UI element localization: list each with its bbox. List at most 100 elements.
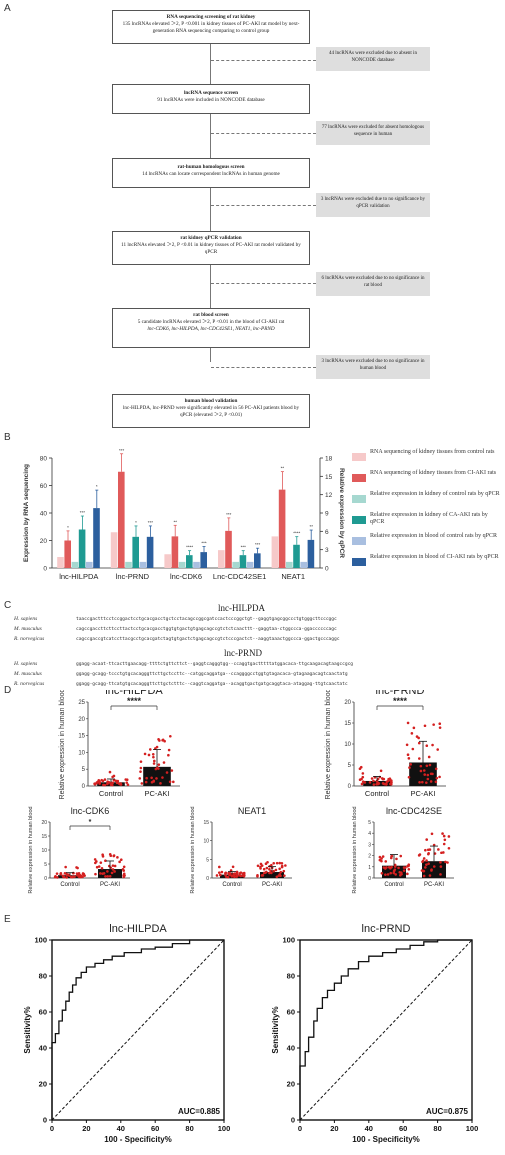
flow-box-genes: lnc-CDK6, lnc-HILPDA, lnc-CDC42SE1, NEAT… xyxy=(147,326,275,333)
bar xyxy=(93,508,100,568)
y-tick-label: 4 xyxy=(368,831,371,837)
y-tick-label: 5 xyxy=(44,862,47,868)
x-tick-label: NEAT1 xyxy=(281,572,305,581)
significance-mark: * xyxy=(89,819,92,826)
data-point xyxy=(122,865,126,869)
bar xyxy=(125,561,132,568)
data-point xyxy=(394,873,397,876)
y-tick-label: 40 xyxy=(40,511,48,518)
data-point xyxy=(436,748,440,751)
significance-mark: *** xyxy=(80,510,86,515)
x-tick-label: Lnc-CDC42SE1 xyxy=(213,572,266,581)
data-point xyxy=(148,748,152,751)
flow-box-body: 91 lncRNAs were included in NONCODE data… xyxy=(157,97,265,104)
data-point xyxy=(94,872,97,876)
bar xyxy=(307,539,315,568)
x-tick-label: PC-AKI xyxy=(262,882,282,888)
mean-bar xyxy=(98,869,122,878)
data-point xyxy=(279,870,283,874)
panel-letter-b: B xyxy=(4,432,11,443)
y-tick-label: 15 xyxy=(344,721,351,727)
data-point xyxy=(410,732,414,735)
bar xyxy=(193,561,200,568)
y-tick-label: 2 xyxy=(368,854,371,860)
data-point xyxy=(76,866,79,870)
data-point xyxy=(425,859,428,862)
bar xyxy=(200,552,207,568)
y-tick-label: 0 xyxy=(291,1116,295,1125)
legend-label: Relative expression in blood of control … xyxy=(370,533,497,539)
significance-mark: *** xyxy=(241,545,247,550)
data-point xyxy=(426,773,430,777)
data-point xyxy=(270,871,273,875)
data-point xyxy=(124,778,128,781)
legend-label: RNA sequencing of kidney tissues from co… xyxy=(370,449,495,455)
data-point xyxy=(102,872,106,875)
y-tick-label: 10 xyxy=(78,750,85,756)
legend-swatch xyxy=(352,516,366,524)
data-point xyxy=(111,781,115,785)
data-point xyxy=(163,739,166,743)
data-point xyxy=(112,778,116,782)
data-point xyxy=(428,848,432,851)
significance-mark: **** xyxy=(293,531,300,536)
data-point xyxy=(380,871,384,875)
bar xyxy=(71,561,79,568)
x-tick-label: 0 xyxy=(298,1124,302,1133)
data-point xyxy=(407,867,411,871)
data-point xyxy=(64,865,67,869)
data-point xyxy=(168,780,172,784)
x-tick-label: 100 xyxy=(466,1124,479,1133)
data-point xyxy=(372,783,376,786)
y-tick-label: 3 xyxy=(368,842,371,848)
species-label: R. norvegicus xyxy=(14,681,45,687)
data-point xyxy=(53,875,57,879)
data-point xyxy=(444,860,447,864)
bar xyxy=(286,561,293,568)
legend-label: Relative expression in kidney of CA-AKI … xyxy=(370,512,488,525)
x-axis-label: 100 - Specificity% xyxy=(104,1135,172,1144)
data-point xyxy=(144,780,148,784)
data-point xyxy=(100,778,103,782)
bar xyxy=(139,561,147,568)
data-point xyxy=(372,779,375,783)
species-label: M. musculus xyxy=(14,671,42,677)
x-tick-label: 100 xyxy=(218,1124,231,1133)
data-point xyxy=(376,777,380,781)
plot-frame xyxy=(299,939,473,1121)
y-tick-label: 20 xyxy=(344,700,351,706)
data-point xyxy=(103,778,107,781)
flow-box-homologous-screen: rat-human homologous screen 14 lncRNAs c… xyxy=(112,158,310,188)
data-point xyxy=(429,780,433,783)
data-point xyxy=(406,721,410,725)
data-point xyxy=(239,871,243,874)
data-point xyxy=(272,862,276,865)
plot-title: lnc-CDC42SE xyxy=(386,806,442,816)
y-tick-label: 0 xyxy=(43,566,47,573)
significance-mark: *** xyxy=(148,520,154,525)
flow-box-body: lnc-HILPDA, lnc-PRND were significantly … xyxy=(122,405,300,419)
y-tick-label: 20 xyxy=(40,538,48,545)
data-point xyxy=(108,770,112,774)
flow-exclusion-arrow xyxy=(211,283,316,284)
data-point xyxy=(439,873,442,876)
data-point xyxy=(377,782,381,785)
data-point xyxy=(108,874,112,878)
data-point xyxy=(262,867,266,871)
data-point xyxy=(165,771,169,774)
roc-curves: lnc-HILPDA002020404060608080100100AUC=0.… xyxy=(23,923,479,1144)
data-point xyxy=(155,745,159,749)
y-tick-label: 0 xyxy=(43,1116,47,1125)
data-point xyxy=(170,769,174,772)
flow-box-title: rat kidney qPCR validation xyxy=(180,235,242,241)
y-tick-label: 80 xyxy=(39,972,47,981)
species-label: H. sapiens xyxy=(14,616,38,622)
data-point xyxy=(172,780,175,784)
data-point xyxy=(393,865,397,868)
data-point xyxy=(95,865,99,869)
sequence-row: ggagg-acaat-ttcacttgaacagg-ttttctgttcttc… xyxy=(76,662,353,667)
data-point xyxy=(158,739,161,742)
y-tick-label: 80 xyxy=(287,972,295,981)
data-point xyxy=(275,861,279,865)
data-point xyxy=(284,864,287,867)
